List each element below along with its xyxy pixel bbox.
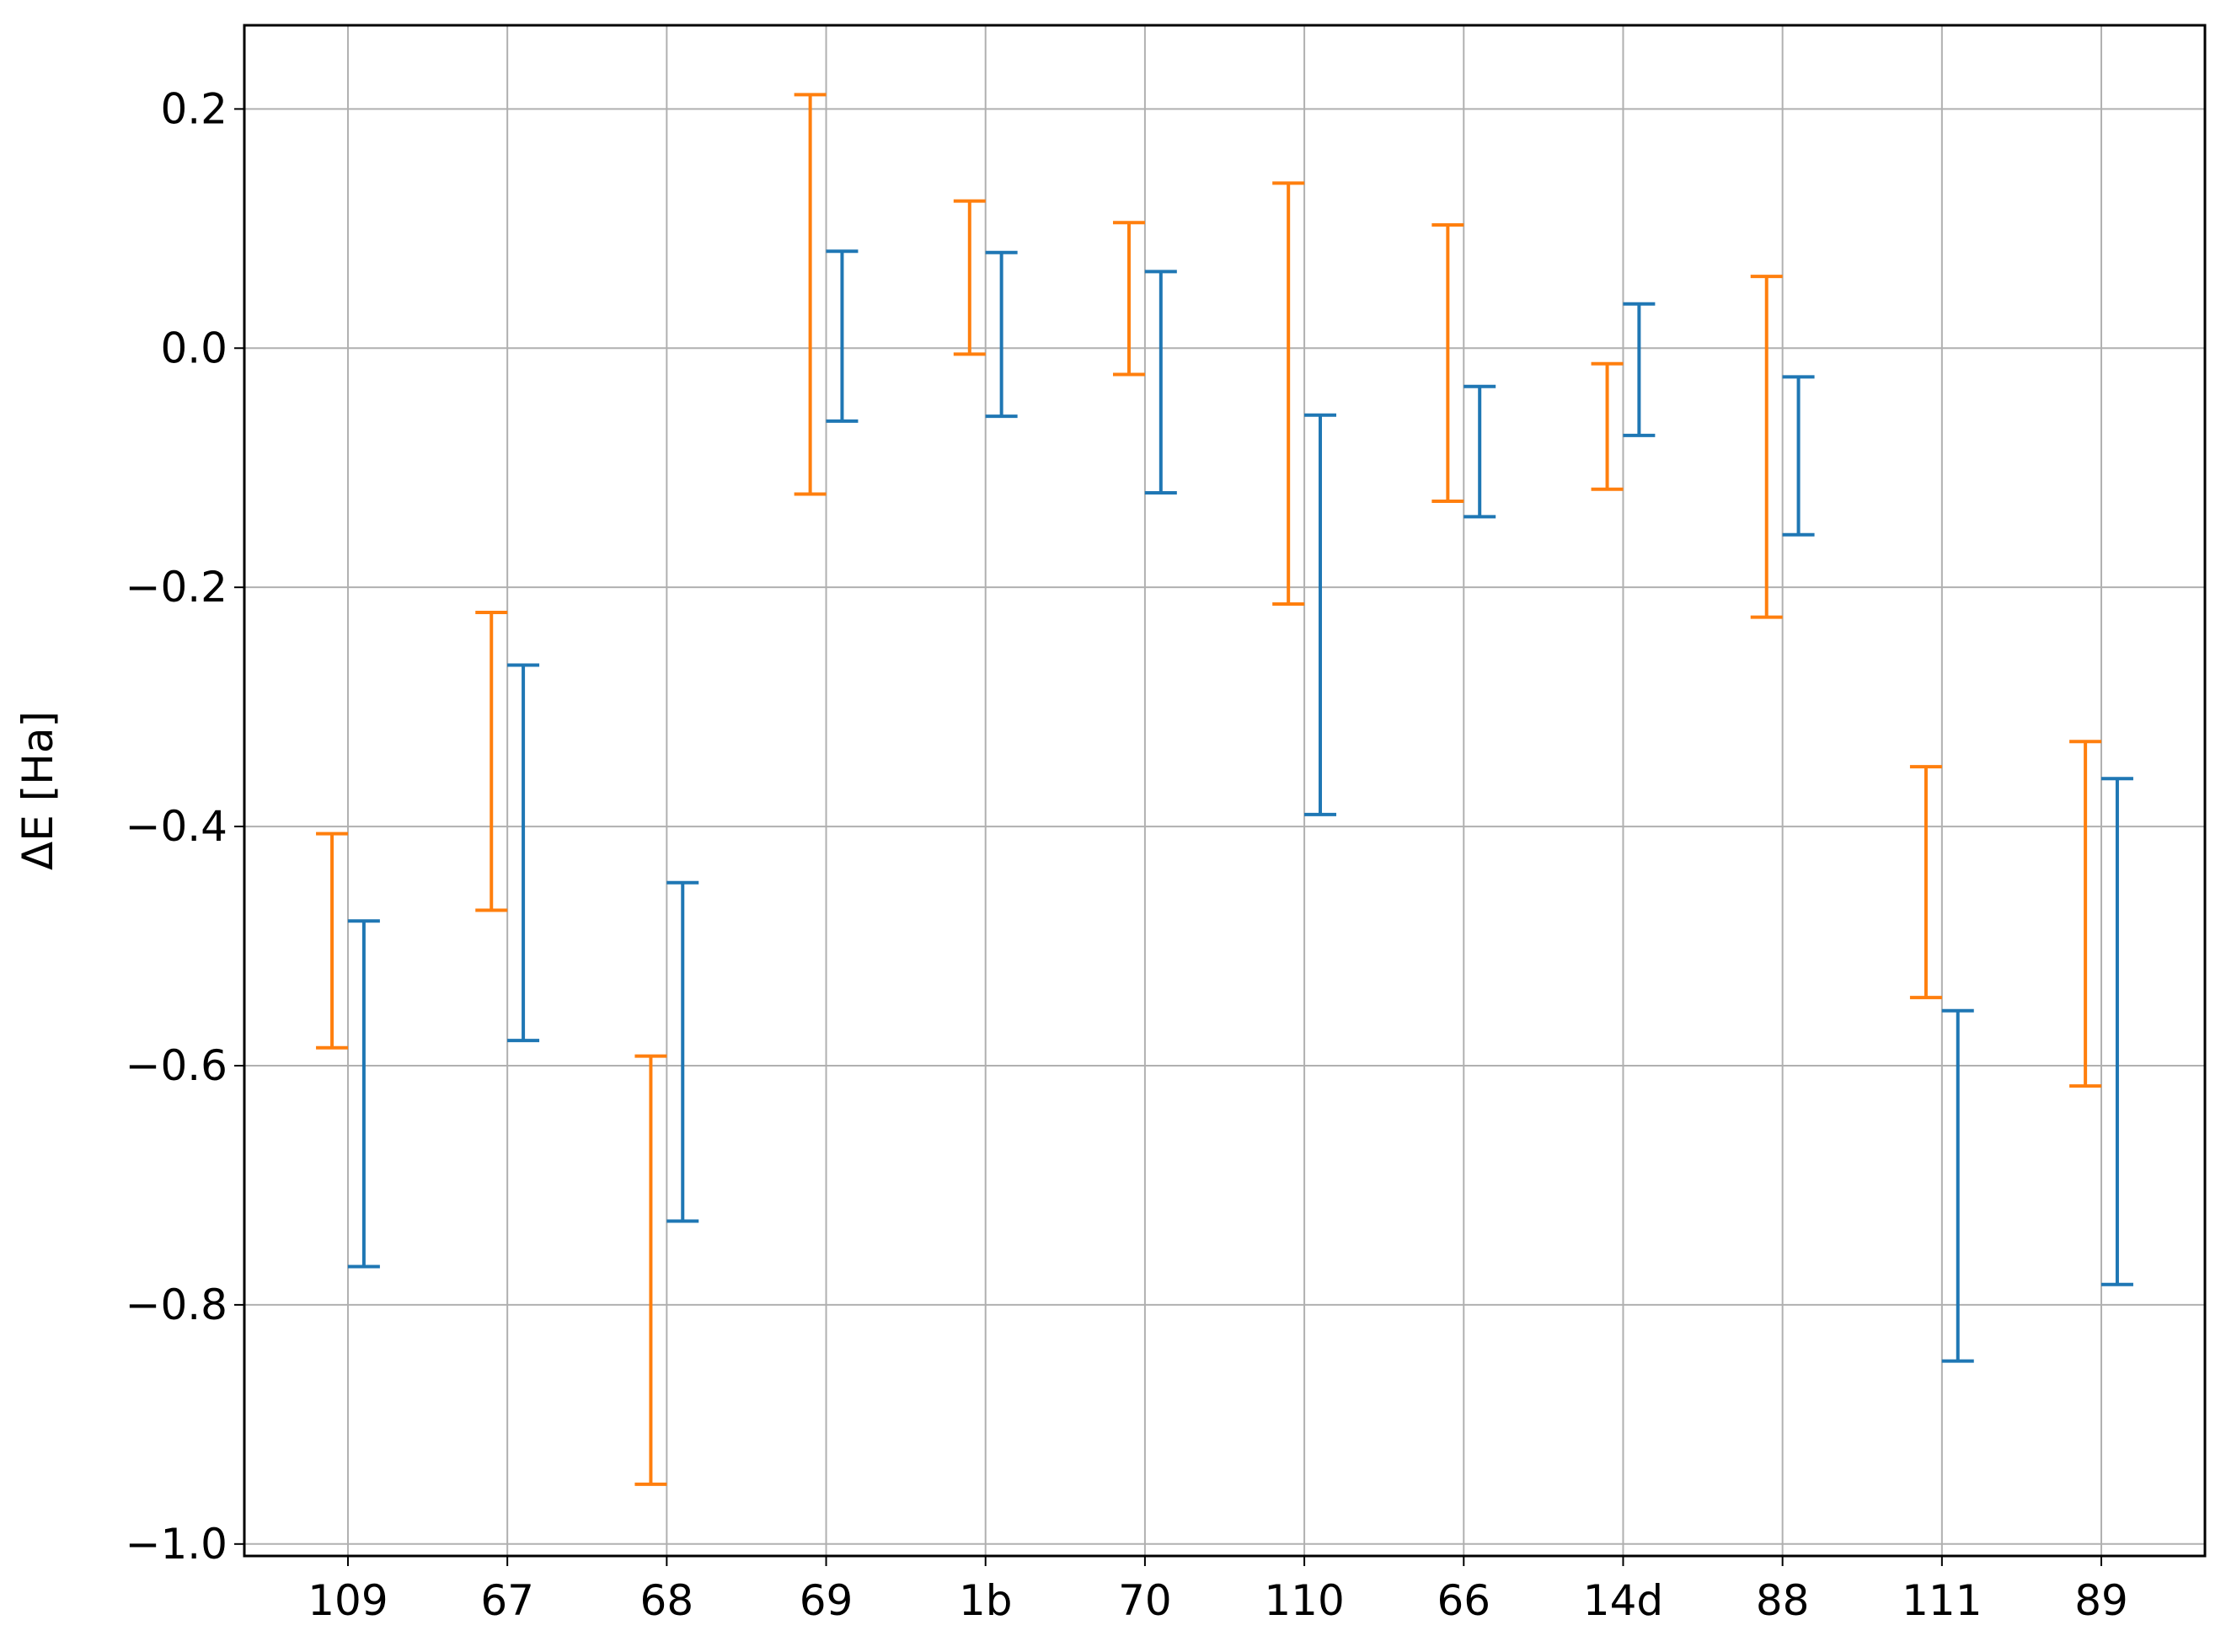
x-tick-label: 111 bbox=[1902, 1576, 1982, 1625]
y-tick-label: −1.0 bbox=[126, 1520, 227, 1569]
error-bar bbox=[794, 93, 827, 496]
error-bar bbox=[1909, 765, 1942, 1000]
error-bar bbox=[347, 919, 380, 1269]
y-tick-label: 0.0 bbox=[160, 323, 227, 372]
y-tick-label: −0.4 bbox=[126, 802, 227, 851]
y-tick-label: −0.2 bbox=[126, 563, 227, 612]
y-tick-label: 0.2 bbox=[160, 84, 227, 133]
x-tick-label: 109 bbox=[308, 1576, 388, 1625]
x-tick-label: 88 bbox=[1756, 1576, 1810, 1625]
x-tick-label: 67 bbox=[480, 1576, 534, 1625]
grid-lines bbox=[244, 25, 2205, 1556]
error-bar bbox=[1144, 270, 1177, 495]
plot-frame bbox=[243, 24, 2207, 1558]
error-bar bbox=[826, 249, 859, 423]
error-bar bbox=[1591, 361, 1624, 491]
x-tick-label: 69 bbox=[800, 1576, 853, 1625]
x-tick-label: 89 bbox=[2074, 1576, 2128, 1625]
error-bar bbox=[1463, 384, 1496, 519]
y-axis-ticks: −1.0 −0.8 −0.6 −0.4 −0.2 0.0 0.2 bbox=[126, 84, 244, 1569]
error-bar bbox=[1272, 181, 1305, 607]
error-bar bbox=[316, 831, 349, 1050]
y-axis-label: ΔE [Ha] bbox=[13, 711, 62, 870]
x-tick-label: 66 bbox=[1437, 1576, 1490, 1625]
y-tick-label: −0.8 bbox=[126, 1280, 227, 1329]
error-bar bbox=[1941, 1008, 1974, 1363]
x-tick-label: 1b bbox=[959, 1576, 1013, 1625]
error-bar bbox=[1623, 302, 1656, 437]
x-tick-label: 70 bbox=[1118, 1576, 1172, 1625]
x-tick-label: 14d bbox=[1583, 1576, 1663, 1625]
error-bar bbox=[507, 663, 540, 1043]
error-bar bbox=[2069, 740, 2102, 1088]
error-bar bbox=[1431, 223, 1464, 503]
error-bar bbox=[475, 610, 508, 912]
y-tick-label: −0.6 bbox=[126, 1041, 227, 1090]
error-bar bbox=[953, 199, 986, 356]
error-bar bbox=[666, 880, 699, 1223]
x-axis-ticks: 109 67 68 69 1b 70 110 66 14d 88 111 89 bbox=[308, 1556, 2128, 1625]
error-bar bbox=[2100, 777, 2133, 1286]
error-bar bbox=[634, 1054, 667, 1486]
x-tick-label: 110 bbox=[1264, 1576, 1344, 1625]
error-bar bbox=[1750, 275, 1783, 619]
error-bars bbox=[316, 93, 2133, 1486]
error-bar bbox=[1782, 375, 1815, 537]
x-tick-label: 68 bbox=[640, 1576, 694, 1625]
error-bar bbox=[1304, 413, 1337, 816]
error-bar bbox=[1112, 221, 1145, 377]
error-bar bbox=[985, 250, 1018, 419]
